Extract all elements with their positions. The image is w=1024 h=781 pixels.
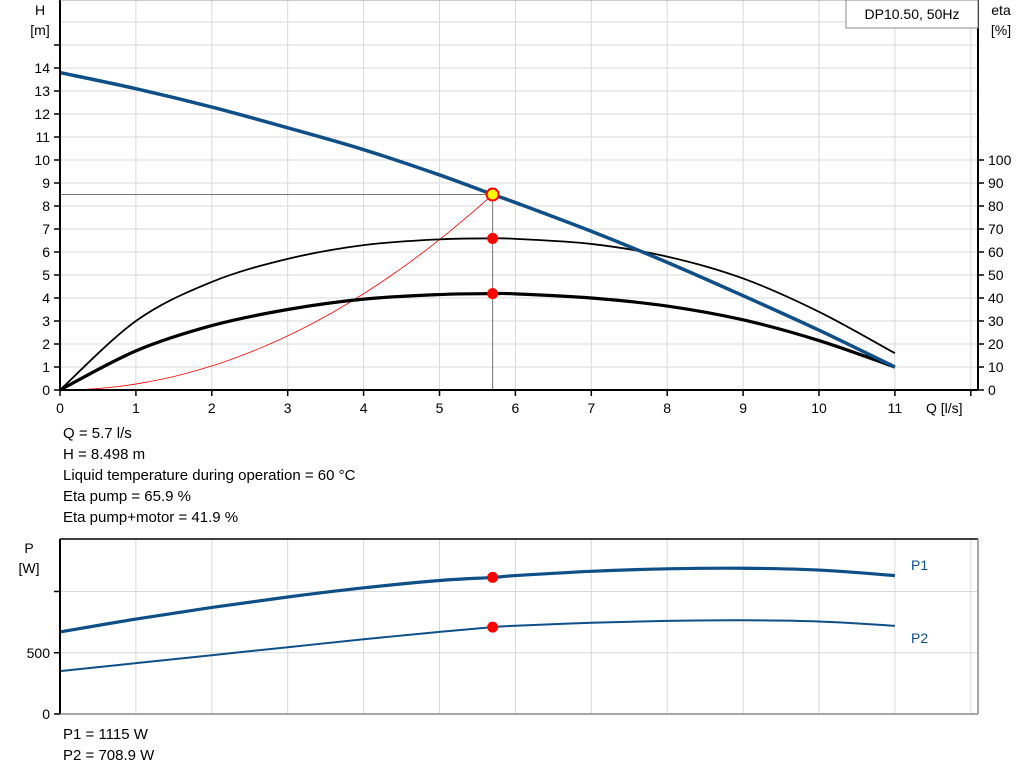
y-right-tick-label: 70 — [988, 221, 1004, 237]
y-right-tick-label: 50 — [988, 267, 1004, 283]
y-axis-unit: [m] — [30, 22, 49, 38]
x-tick-label: 2 — [208, 400, 216, 416]
info-p2: P2 = 708.9 W — [63, 747, 155, 764]
y-right-tick-label: 90 — [988, 175, 1004, 191]
y-tick-label: 14 — [34, 60, 50, 76]
p1-curve — [59, 566, 896, 634]
power-info: P1 = 1115 W P2 = 708.9 W — [63, 724, 154, 766]
p2-label: P2 — [911, 630, 928, 646]
x-tick-label: 7 — [587, 400, 595, 416]
x-tick-label: 3 — [284, 400, 292, 416]
y-tick-label: 2 — [42, 336, 50, 352]
x-tick-label: 5 — [436, 400, 444, 416]
y-right-axis-title: eta — [991, 2, 1011, 18]
y-right-tick-label: 80 — [988, 198, 1004, 214]
legend-box — [845, 0, 979, 29]
y-tick-label: 8 — [42, 198, 50, 214]
y-tick-label: 9 — [42, 175, 50, 191]
legend-text: DP10.50, 50Hz — [865, 6, 960, 22]
y-tick-label: 11 — [35, 129, 50, 145]
x-tick-label: 6 — [512, 400, 520, 416]
power-y-tick-label: 0 — [42, 706, 50, 722]
eta-pump-marker — [487, 232, 499, 244]
p1-label: P1 — [911, 557, 928, 573]
y-right-tick-label: 10 — [988, 359, 1004, 375]
y-tick-label: 0 — [42, 382, 50, 398]
y-right-tick-label: 40 — [988, 290, 1004, 306]
chart-labels: 0123456789101112131401020304050607080901… — [19, 0, 1012, 722]
x-tick-label: 11 — [888, 400, 903, 416]
y-tick-label: 1 — [42, 359, 50, 375]
x-tick-label: 4 — [360, 400, 368, 416]
y-tick-label: 3 — [42, 313, 50, 329]
power-y-axis-title: P — [24, 540, 33, 556]
y-tick-label: 7 — [42, 221, 50, 237]
duty-point-marker — [485, 187, 500, 202]
x-tick-label: 9 — [739, 400, 747, 416]
y-axis-title: H — [35, 2, 45, 18]
eta-pump-motor-marker — [487, 288, 499, 300]
info-eta-pump-motor: Eta pump+motor = 41.9 % — [63, 509, 239, 526]
info-q: Q = 5.7 l/s — [63, 425, 132, 442]
x-tick-label: 8 — [663, 400, 671, 416]
power-y-axis-unit: [W] — [19, 560, 40, 576]
p1-marker — [487, 571, 499, 583]
p2-curve — [59, 619, 895, 673]
info-eta-pump: Eta pump = 65.9 % — [63, 488, 191, 505]
info-temperature: Liquid temperature during operation = 60… — [63, 467, 356, 484]
y-tick-label: 6 — [42, 244, 50, 260]
x-tick-label: 1 — [132, 400, 140, 416]
head-curve — [59, 70, 896, 369]
p2-marker — [487, 621, 499, 633]
info-p1: P1 = 1115 W — [63, 726, 148, 743]
power-y-tick-label: 500 — [27, 645, 51, 661]
y-right-tick-label: 20 — [988, 336, 1004, 352]
x-tick-label: 10 — [811, 400, 827, 416]
chart-axes — [54, 0, 984, 715]
chart-curves — [59, 70, 896, 673]
y-tick-label: 4 — [42, 290, 50, 306]
y-right-tick-label: 0 — [988, 382, 996, 398]
y-tick-label: 13 — [34, 83, 50, 99]
y-right-tick-label: 60 — [988, 244, 1004, 260]
info-h: H = 8.498 m — [63, 446, 146, 463]
x-tick-label: 0 — [56, 400, 64, 416]
y-tick-label: 10 — [34, 152, 50, 168]
x-axis-label: Q [l/s] — [926, 400, 963, 416]
y-right-tick-label: 30 — [988, 313, 1004, 329]
operating-info: Q = 5.7 l/s H = 8.498 m Liquid temperatu… — [63, 423, 355, 528]
y-tick-label: 12 — [34, 106, 50, 122]
system-curve — [59, 194, 493, 391]
y-right-tick-label: 100 — [988, 152, 1012, 168]
y-tick-label: 5 — [42, 267, 50, 283]
y-right-axis-unit: [%] — [991, 22, 1011, 38]
